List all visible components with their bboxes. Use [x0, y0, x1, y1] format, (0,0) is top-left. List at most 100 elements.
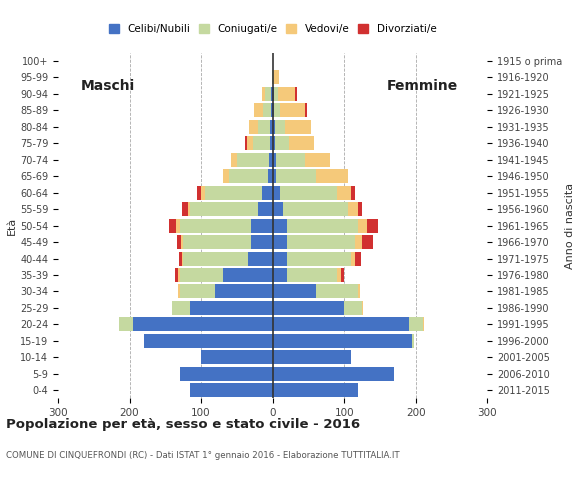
Bar [273, 71, 279, 84]
Bar [229, 169, 269, 183]
Bar [178, 268, 180, 282]
Bar [198, 186, 201, 200]
Bar [245, 136, 247, 150]
Bar [270, 136, 273, 150]
Bar [412, 334, 414, 348]
Bar [273, 268, 287, 282]
Bar [408, 317, 423, 331]
Bar [262, 87, 266, 101]
Bar [351, 252, 355, 265]
Bar [172, 301, 190, 315]
Bar [247, 136, 252, 150]
Bar [273, 218, 287, 233]
Bar [273, 120, 275, 134]
Bar [178, 285, 180, 299]
Bar [276, 153, 305, 167]
Bar [223, 268, 273, 282]
Bar [175, 268, 178, 282]
Bar [201, 350, 273, 364]
Bar [273, 350, 351, 364]
Y-axis label: Anno di nascita: Anno di nascita [565, 182, 575, 269]
Text: Femmine: Femmine [387, 79, 458, 93]
Bar [340, 268, 344, 282]
Bar [273, 334, 412, 348]
Bar [355, 252, 361, 265]
Bar [287, 218, 358, 233]
Bar [316, 285, 358, 299]
Text: Maschi: Maschi [81, 79, 135, 93]
Bar [273, 252, 287, 265]
Bar [289, 136, 314, 150]
Bar [248, 252, 273, 265]
Bar [179, 252, 182, 265]
Bar [285, 120, 310, 134]
Bar [273, 235, 287, 249]
Bar [275, 120, 285, 134]
Bar [188, 202, 190, 216]
Bar [348, 202, 358, 216]
Bar [183, 202, 188, 216]
Bar [358, 202, 362, 216]
Bar [305, 153, 330, 167]
Bar [273, 301, 344, 315]
Bar [274, 103, 280, 118]
Bar [252, 136, 270, 150]
Y-axis label: Età: Età [7, 216, 17, 235]
Bar [223, 169, 229, 183]
Bar [273, 87, 274, 101]
Bar [182, 252, 183, 265]
Bar [269, 169, 273, 183]
Bar [337, 186, 351, 200]
Text: Popolazione per età, sesso e stato civile - 2016: Popolazione per età, sesso e stato civil… [6, 418, 360, 431]
Bar [169, 218, 176, 233]
Bar [190, 202, 258, 216]
Bar [272, 71, 273, 84]
Bar [276, 169, 316, 183]
Bar [423, 317, 424, 331]
Legend: Celibi/Nubili, Coniugati/e, Vedovi/e, Divorziati/e: Celibi/Nubili, Coniugati/e, Vedovi/e, Di… [105, 20, 440, 38]
Bar [273, 383, 358, 397]
Bar [358, 285, 360, 299]
Bar [190, 301, 273, 315]
Bar [266, 87, 271, 101]
Bar [287, 268, 337, 282]
Bar [237, 153, 269, 167]
Bar [133, 317, 273, 331]
Bar [176, 218, 180, 233]
Bar [269, 153, 273, 167]
Bar [119, 317, 133, 331]
Bar [181, 235, 183, 249]
Bar [337, 268, 340, 282]
Bar [270, 120, 273, 134]
Bar [287, 252, 351, 265]
Bar [180, 218, 251, 233]
Bar [251, 218, 273, 233]
Bar [362, 301, 364, 315]
Bar [271, 87, 273, 101]
Bar [284, 202, 348, 216]
Bar [254, 103, 263, 118]
Bar [278, 87, 295, 101]
Bar [273, 186, 280, 200]
Bar [249, 120, 258, 134]
Bar [205, 186, 262, 200]
Bar [144, 334, 273, 348]
Bar [305, 103, 307, 118]
Bar [273, 202, 284, 216]
Bar [362, 235, 373, 249]
Bar [180, 285, 215, 299]
Bar [367, 218, 378, 233]
Bar [344, 301, 362, 315]
Text: COMUNE DI CINQUEFRONDI (RC) - Dati ISTAT 1° gennaio 2016 - Elaborazione TUTTITAL: COMUNE DI CINQUEFRONDI (RC) - Dati ISTAT… [6, 451, 400, 460]
Bar [183, 235, 251, 249]
Bar [201, 186, 205, 200]
Bar [263, 103, 271, 118]
Bar [258, 120, 270, 134]
Bar [316, 169, 348, 183]
Bar [183, 252, 248, 265]
Bar [274, 87, 278, 101]
Bar [295, 87, 297, 101]
Bar [355, 235, 362, 249]
Bar [273, 285, 316, 299]
Bar [287, 235, 355, 249]
